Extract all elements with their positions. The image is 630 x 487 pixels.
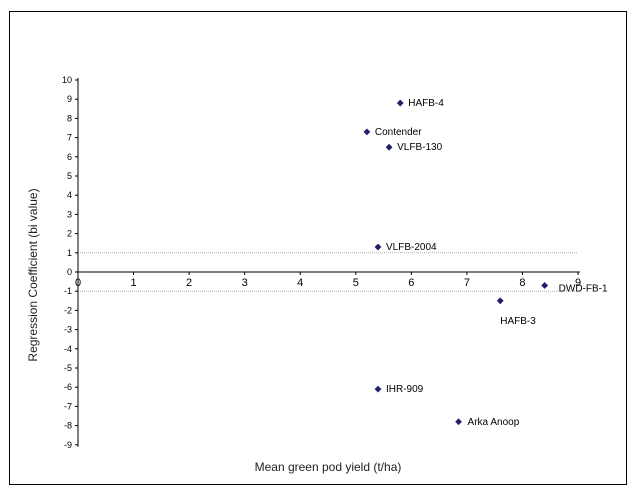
data-point-marker bbox=[374, 243, 382, 251]
y-tick-label: -2 bbox=[64, 305, 72, 315]
data-point-label: VLFB-2004 bbox=[386, 242, 437, 253]
x-tick-label: 4 bbox=[297, 277, 303, 289]
y-tick-label: 0 bbox=[67, 267, 72, 277]
x-axis-title: Mean green pod yield (t/ha) bbox=[255, 460, 402, 474]
y-tick-label: -4 bbox=[64, 344, 72, 354]
data-point-label: Contender bbox=[375, 127, 422, 138]
y-tick-label: 9 bbox=[67, 94, 72, 104]
y-tick-label: -1 bbox=[64, 286, 72, 296]
y-tick-label: -5 bbox=[64, 363, 72, 373]
y-tick-label: 2 bbox=[67, 229, 72, 239]
data-point-label: Arka Anoop bbox=[468, 417, 520, 428]
data-point-label: IHR-909 bbox=[386, 384, 424, 395]
data-point-marker bbox=[496, 297, 504, 305]
axes bbox=[75, 78, 580, 447]
x-tick-label: 2 bbox=[186, 277, 192, 289]
x-tick-label: 9 bbox=[575, 277, 581, 289]
x-tick-label: 7 bbox=[464, 277, 470, 289]
data-point-marker bbox=[363, 128, 371, 136]
y-tick-label: -8 bbox=[64, 421, 72, 431]
x-tick-label: 3 bbox=[242, 277, 248, 289]
y-tick-label: 10 bbox=[62, 75, 72, 85]
y-tick-label: 1 bbox=[67, 248, 72, 258]
x-tick-label: 0 bbox=[75, 277, 81, 289]
y-axis-title: Regression Coefficient (bi value) bbox=[26, 188, 40, 361]
data-point-marker bbox=[541, 282, 549, 289]
y-tick-label: -3 bbox=[64, 325, 72, 335]
y-tick-label: 5 bbox=[67, 171, 72, 181]
y-tick-label: -6 bbox=[64, 382, 72, 392]
x-tick-labels: 0 1 2 3 4 5 6 7 8 9 bbox=[75, 277, 581, 289]
reference-lines bbox=[78, 252, 578, 292]
data-point-marker bbox=[396, 99, 404, 107]
data-point-marker bbox=[374, 385, 382, 393]
y-tick-label: 8 bbox=[67, 113, 72, 123]
x-tick-label: 1 bbox=[130, 277, 136, 289]
data-point-label: HAFB-4 bbox=[408, 98, 444, 109]
data-point-label: VLFB-130 bbox=[397, 142, 442, 153]
data-point-marker bbox=[455, 418, 462, 426]
y-tick-label: 3 bbox=[67, 209, 72, 219]
y-tick-label: -9 bbox=[64, 440, 72, 450]
chart-frame bbox=[9, 11, 627, 485]
y-tick-label: 4 bbox=[67, 190, 72, 200]
x-tick-label: 8 bbox=[519, 277, 525, 289]
x-tick-label: 5 bbox=[353, 277, 359, 289]
data-point-label: DWD-FB-1 bbox=[559, 283, 608, 294]
y-tick-label: 6 bbox=[67, 152, 72, 162]
data-point-label: HAFB-3 bbox=[500, 316, 536, 327]
x-tick-label: 6 bbox=[408, 277, 414, 289]
y-tick-label: 7 bbox=[67, 133, 72, 143]
data-point-marker bbox=[385, 143, 393, 151]
y-tick-label: -7 bbox=[64, 401, 72, 411]
data-points: HAFB-4 Contender VLFB-130 VLFB-2004 DWD-FB-1… bbox=[363, 98, 608, 428]
